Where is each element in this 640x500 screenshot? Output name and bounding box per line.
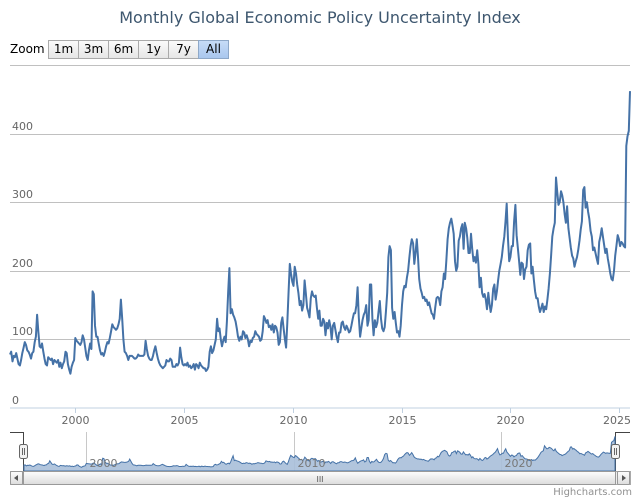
arrow-right-icon [622, 475, 626, 481]
x-tick-label: 2025 [603, 414, 631, 427]
navigator-labels: 2000 2010 2020 [90, 457, 533, 470]
x-tick-label: 2005 [171, 414, 199, 427]
scrollbar[interactable]: III [10, 471, 631, 485]
scrollbar-right-arrow[interactable] [617, 471, 630, 485]
y-gridlines [10, 65, 630, 340]
series-line-global-epu [9, 91, 631, 375]
y-tick-label: 100 [12, 325, 33, 338]
navigator[interactable]: 2000 2010 2020 [10, 432, 630, 472]
scrollbar-thumb[interactable] [23, 471, 616, 485]
range-button-1y[interactable]: 1y [138, 40, 168, 59]
range-selector-buttons: 1m 3m 6m 1y 7y All [48, 40, 229, 59]
x-tick-label: 2020 [497, 414, 525, 427]
range-button-1m[interactable]: 1m [48, 40, 78, 59]
scrollbar-left-arrow[interactable] [10, 471, 23, 485]
x-tick-label: 2010 [280, 414, 308, 427]
navigator-area [23, 436, 616, 472]
range-button-all[interactable]: All [198, 40, 229, 59]
x-axis: 2000 2005 2010 2015 2020 2025 [62, 408, 631, 427]
highcharts-credits[interactable]: Highcharts.com [553, 487, 632, 498]
y-tick-label: 300 [12, 188, 33, 201]
y-tick-label: 200 [12, 257, 33, 270]
arrow-left-icon [14, 475, 18, 481]
x-tick-label: 2015 [389, 414, 417, 427]
navigator-left-handle[interactable] [19, 444, 28, 459]
y-tick-label: 0 [12, 394, 19, 407]
navigator-right-handle[interactable] [611, 444, 620, 459]
navigator-label: 2020 [505, 457, 533, 470]
range-button-3m[interactable]: 3m [78, 40, 108, 59]
navigator-label: 2000 [90, 457, 118, 470]
y-axis: 0 100 200 300 400 [12, 120, 33, 407]
x-tick-label: 2000 [62, 414, 90, 427]
scrollbar-grip: III [316, 475, 323, 484]
zoom-label: Zoom [10, 42, 45, 56]
y-tick-label: 400 [12, 120, 33, 133]
range-button-7y[interactable]: 7y [168, 40, 198, 59]
navigator-label: 2010 [298, 457, 326, 470]
range-button-6m[interactable]: 6m [108, 40, 138, 59]
chart-title: Monthly Global Economic Policy Uncertain… [119, 8, 521, 27]
